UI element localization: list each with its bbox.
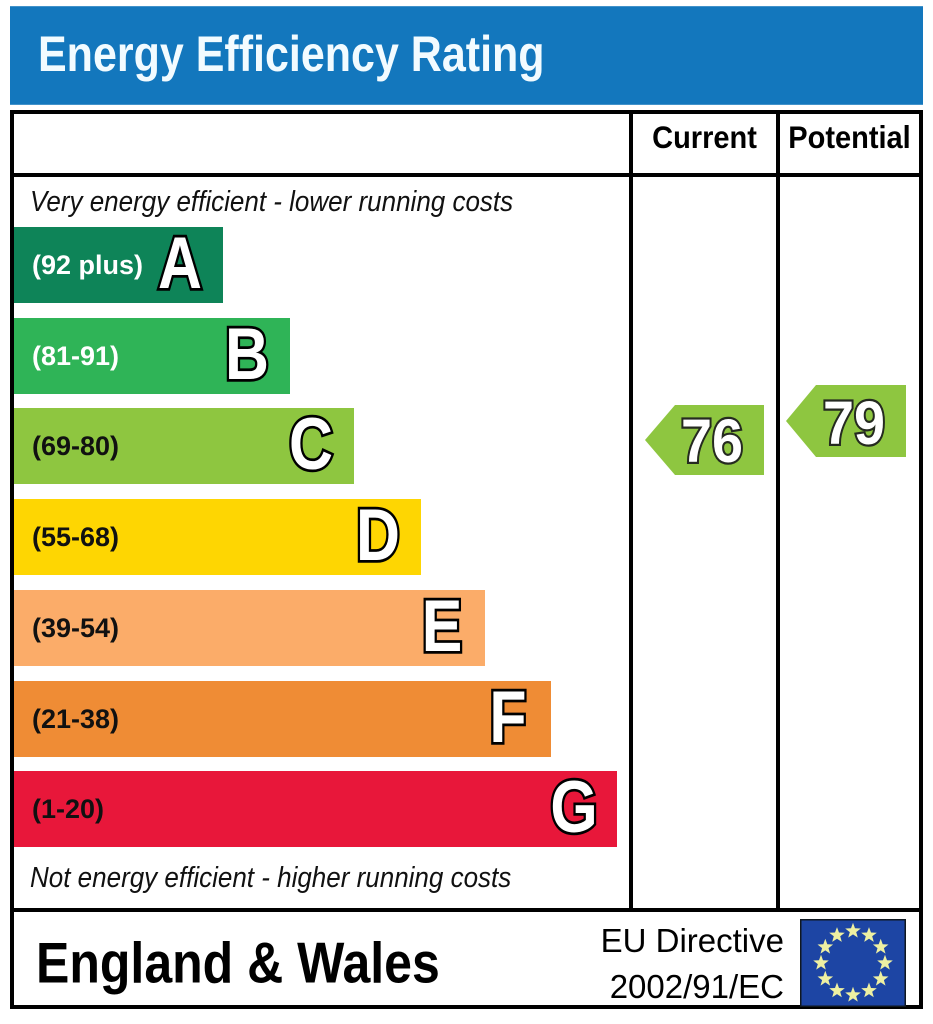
svg-text:E: E	[422, 590, 463, 666]
svg-text:A: A	[158, 227, 202, 303]
svg-text:79: 79	[823, 389, 885, 457]
svg-text:B: B	[225, 318, 269, 394]
svg-text:76: 76	[681, 407, 743, 475]
svg-text:F: F	[489, 681, 526, 757]
svg-text:C: C	[289, 408, 333, 484]
svg-text:D: D	[356, 499, 400, 575]
svg-text:G: G	[550, 771, 597, 847]
